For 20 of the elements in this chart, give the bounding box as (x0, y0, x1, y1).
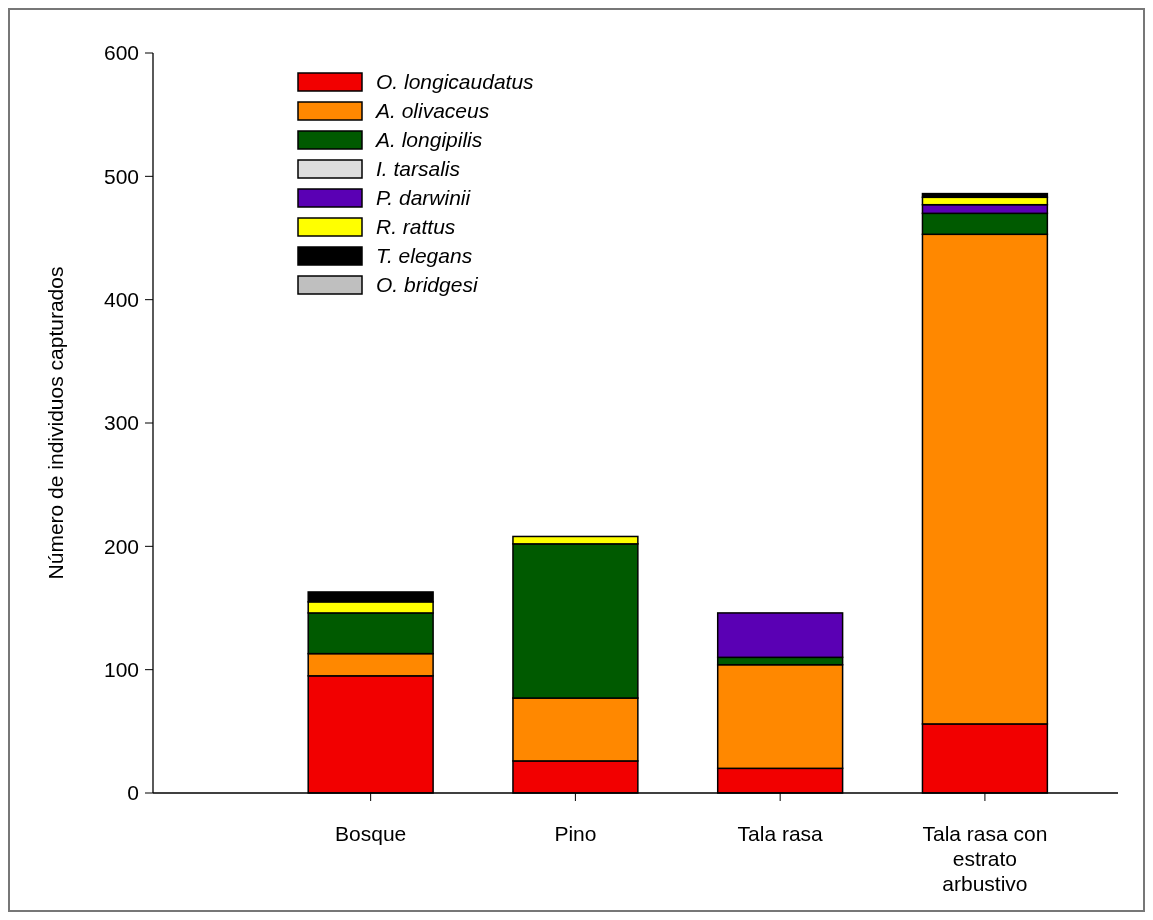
y-axis-title: Número de individuos capturados (44, 266, 67, 580)
y-tick-label: 100 (103, 658, 139, 682)
y-tick-label: 400 (103, 288, 139, 312)
legend-label: A. longipilis (374, 128, 483, 152)
y-tick-label: 0 (127, 781, 139, 805)
x-tick-label: Tala rasa con estrato arbustivo (922, 822, 1048, 895)
legend-label: P. darwinii (376, 186, 472, 210)
legend-label: A. olivaceus (374, 99, 490, 123)
x-tick-label: Pino (554, 822, 597, 845)
x-tick-label: Bosque (335, 822, 407, 845)
legend-label: T. elegans (376, 244, 473, 268)
legend-label: I. tarsalis (376, 157, 461, 181)
y-tick-label: 600 (103, 41, 139, 65)
y-tick-label: 500 (103, 164, 139, 188)
legend-label: O. longicaudatus (376, 70, 535, 94)
y-tick-label: 300 (103, 411, 139, 435)
y-tick-label: 200 (103, 534, 139, 558)
legend-label: R. rattus (376, 215, 456, 239)
legend-label: O. bridgesi (376, 273, 479, 297)
x-tick-label: Tala rasa (737, 822, 824, 845)
